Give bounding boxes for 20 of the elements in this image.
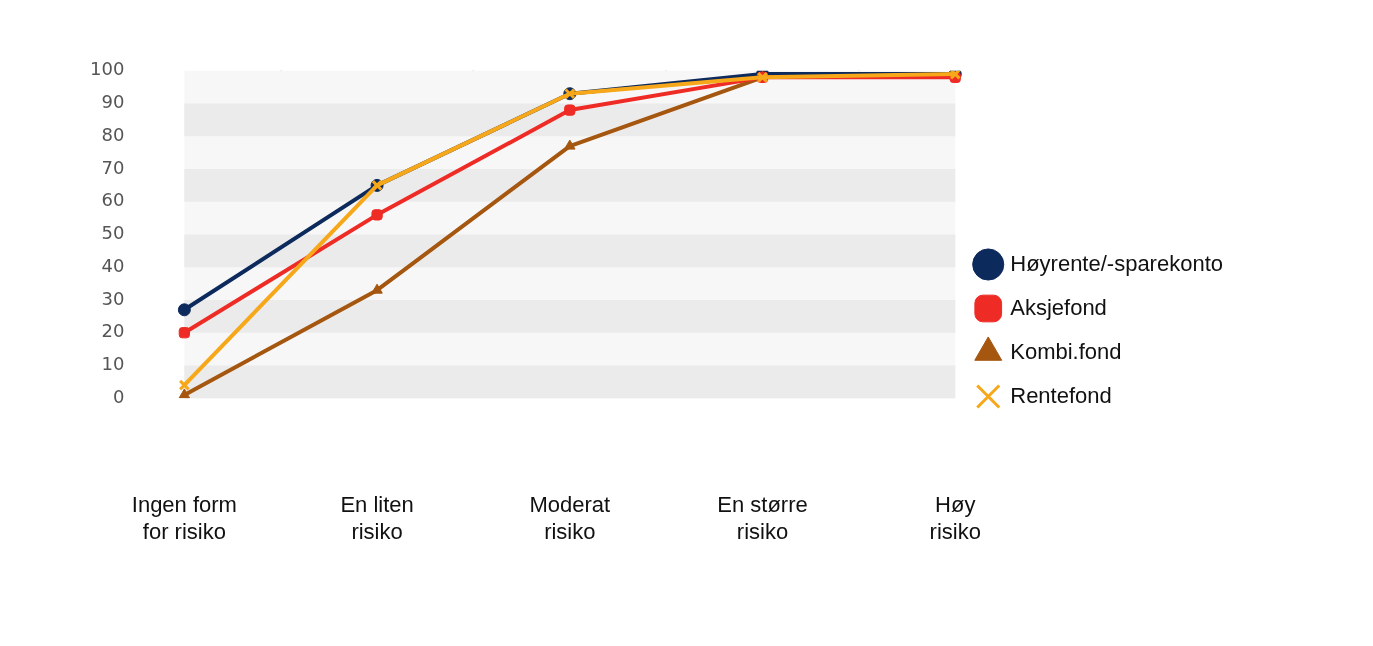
y-tick-label: 50 <box>101 222 125 244</box>
y-tick-label: 40 <box>101 254 125 276</box>
y-tick-label: 10 <box>101 353 125 375</box>
x-tick-label: En liten risiko <box>340 492 414 544</box>
y-tick-label: 30 <box>101 287 125 309</box>
x-tick-label: En større risiko <box>717 492 808 544</box>
y-tick-label: 0 <box>112 385 125 407</box>
y-tick-label: 70 <box>101 156 125 178</box>
y-tick-label: 100 <box>90 58 125 80</box>
y-tick-label: 80 <box>101 123 125 145</box>
legend-label: Høyrente/-sparekonto <box>1010 250 1224 276</box>
y-tick-label: 20 <box>101 320 125 342</box>
y-tick-label: 60 <box>101 189 125 211</box>
y-tick-label: 90 <box>101 91 125 113</box>
x-tick-label: Høy risiko <box>929 492 981 544</box>
legend-label: Kombi.fond <box>1010 338 1122 364</box>
legend-label: Aksjefond <box>1010 294 1107 320</box>
legend-label: Rentefond <box>1010 382 1112 408</box>
x-tick-label: Moderat risiko <box>529 492 611 544</box>
x-tick-label: Ingen form for risiko <box>131 492 237 544</box>
